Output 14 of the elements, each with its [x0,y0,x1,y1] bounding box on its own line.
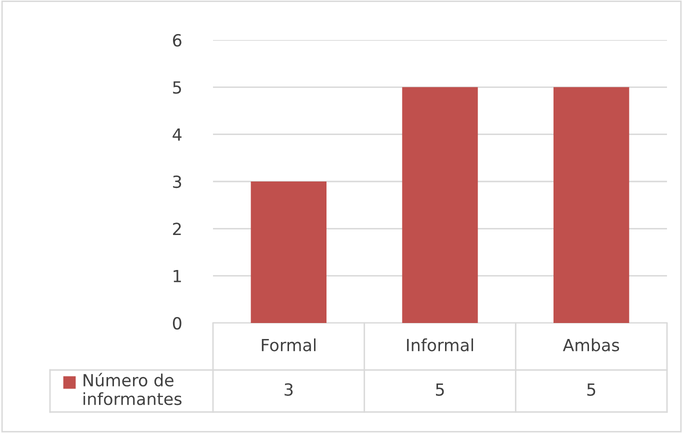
y-tick-label: 5 [173,81,181,94]
data-label: 5 [587,383,596,396]
x-tick-label: Ambas [562,338,620,352]
y-tick-label: 1 [174,270,181,282]
y-tick-label: 3 [173,175,182,188]
x-tick-label: Informal [407,338,474,352]
data-label: 5 [436,383,444,396]
legend-label: Número de informantes [84,372,182,406]
y-tick-label: 0 [172,316,182,330]
data-label: 3 [284,383,293,396]
y-tick-label: 6 [173,34,182,47]
x-tick-label: Formal [262,338,316,352]
y-tick-label: 2 [173,222,181,235]
y-tick-label: 4 [172,128,182,141]
